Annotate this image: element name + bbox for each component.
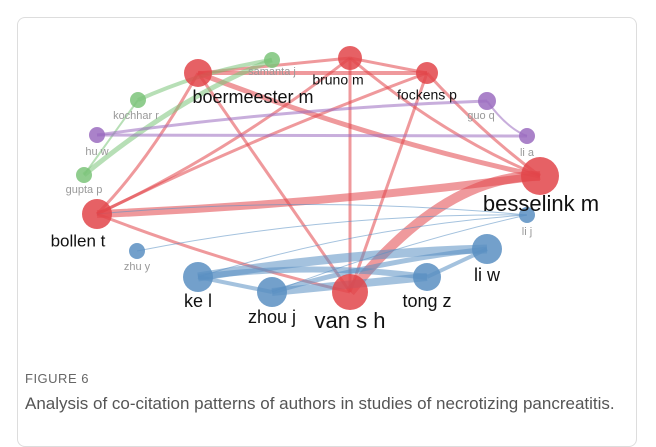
node-label: hu w bbox=[85, 146, 108, 158]
edge bbox=[349, 56, 541, 178]
node-label: fockens p bbox=[397, 87, 457, 103]
node-label: boermeester m bbox=[192, 87, 313, 107]
node-label: bruno m bbox=[312, 72, 363, 88]
node bbox=[184, 59, 212, 87]
node bbox=[257, 277, 287, 307]
edge bbox=[96, 172, 541, 218]
edge bbox=[96, 203, 528, 216]
edge bbox=[196, 72, 352, 293]
node bbox=[82, 199, 112, 229]
node bbox=[332, 274, 368, 310]
node-label: van s h bbox=[315, 308, 386, 333]
node-label: zhu y bbox=[124, 261, 151, 273]
edge bbox=[95, 72, 200, 216]
node-label: bollen t bbox=[51, 231, 106, 250]
edge bbox=[197, 70, 541, 179]
page: samanta j boermeester m bruno m fockens p ko… bbox=[17, 17, 637, 447]
edge bbox=[348, 72, 429, 293]
node-label: ke l bbox=[184, 291, 212, 311]
edge bbox=[96, 71, 428, 216]
node bbox=[416, 62, 438, 84]
edge bbox=[197, 266, 428, 280]
node-label: besselink m bbox=[483, 191, 599, 216]
node-label: li a bbox=[520, 147, 535, 159]
node bbox=[519, 207, 535, 223]
node bbox=[472, 234, 502, 264]
node bbox=[89, 127, 105, 143]
node-label: li j bbox=[522, 226, 532, 238]
node bbox=[130, 92, 146, 108]
edge bbox=[136, 214, 528, 252]
edge bbox=[96, 99, 488, 137]
node bbox=[338, 46, 362, 70]
edge bbox=[96, 133, 528, 138]
node-label: li w bbox=[474, 265, 501, 285]
node-label: tong z bbox=[402, 291, 451, 311]
edge bbox=[82, 57, 273, 177]
node-label: guo q bbox=[467, 110, 495, 122]
node bbox=[76, 167, 92, 183]
node bbox=[521, 157, 559, 195]
edge bbox=[271, 246, 488, 295]
node-label: gupta p bbox=[66, 184, 103, 196]
node bbox=[183, 262, 213, 292]
node-label: samanta j bbox=[248, 66, 296, 78]
node-label: kochhar r bbox=[113, 110, 159, 122]
node bbox=[519, 128, 535, 144]
node bbox=[129, 243, 145, 259]
node bbox=[264, 52, 280, 68]
node bbox=[413, 263, 441, 291]
figure-label: FIGURE 6 bbox=[25, 371, 89, 386]
node bbox=[478, 92, 496, 110]
edge bbox=[83, 99, 139, 176]
figure-caption: Analysis of co-citation patterns of auth… bbox=[25, 394, 615, 413]
edge bbox=[197, 214, 528, 278]
node-label: zhou j bbox=[248, 307, 296, 327]
edge bbox=[271, 214, 528, 293]
